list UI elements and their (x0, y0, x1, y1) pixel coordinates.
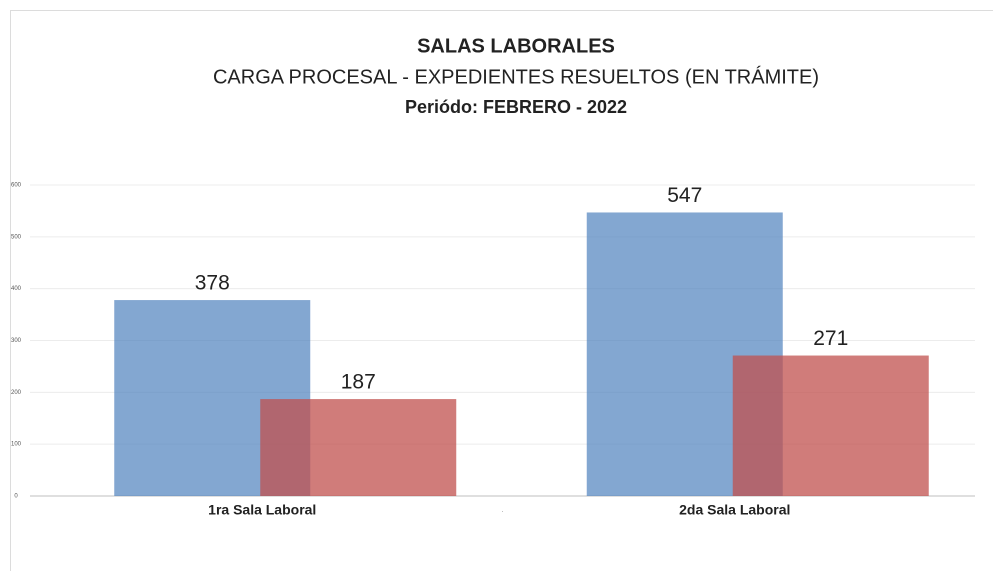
y-tick-label: 500 (11, 234, 22, 240)
x-tick-label: 1ra Sala Laboral (208, 502, 316, 518)
bar (732, 355, 929, 496)
chart-period: Periódo: FEBRERO - 2022 (405, 97, 627, 117)
chart-subtitle: CARGA PROCESAL - EXPEDIENTES RESUELTOS (… (213, 65, 819, 88)
y-tick-label: 0 (14, 494, 18, 500)
data-label: 378 (195, 272, 230, 295)
data-label: 547 (667, 184, 702, 207)
y-tick-label: 200 (11, 390, 22, 396)
y-tick-label: 100 (11, 442, 22, 448)
x-tick-label: 2da Sala Laboral (679, 502, 790, 518)
y-tick-label: 300 (11, 338, 22, 344)
chart-frame (10, 10, 993, 571)
bar (260, 399, 457, 496)
data-label: 271 (813, 327, 848, 350)
data-label: 187 (341, 371, 376, 394)
y-tick-label: 400 (11, 286, 22, 292)
y-tick-label: 600 (11, 183, 22, 189)
chart-title: SALAS LABORALES (417, 35, 615, 57)
